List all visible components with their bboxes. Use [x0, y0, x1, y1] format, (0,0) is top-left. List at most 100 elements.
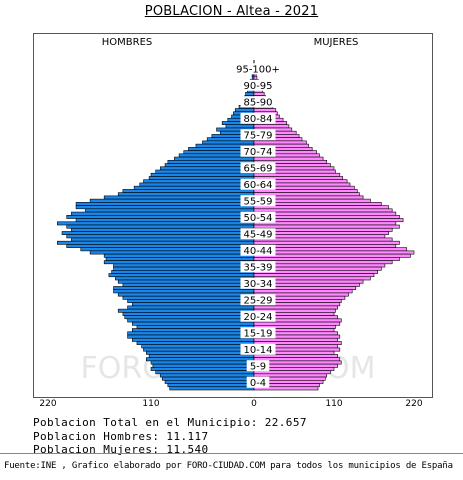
men-bar-age-55	[85, 208, 255, 213]
chart-frame	[33, 33, 433, 398]
age-label-bg	[240, 195, 276, 207]
women-bar-age-55	[253, 208, 393, 213]
age-group-label: 95-100+	[236, 64, 280, 75]
men-bar-age-50	[66, 224, 255, 229]
men-bar-age-31	[113, 286, 255, 291]
men-bar-age-4	[160, 373, 255, 378]
men-bar-age-18	[131, 328, 255, 333]
men-bar-age-15	[131, 337, 255, 342]
age-group-label: 15-19	[243, 328, 272, 339]
men-bar-age-91	[245, 92, 255, 96]
age-label-bg	[240, 277, 276, 289]
men-bar-age-42	[89, 250, 255, 255]
men-bar-age-22	[124, 315, 255, 320]
age-group-label: 5-9	[250, 361, 266, 372]
age-label-bg	[240, 343, 276, 355]
men-bar-age-45	[57, 240, 255, 245]
men-bar-age-41	[103, 253, 255, 258]
age-label-bg	[240, 244, 276, 256]
age-group-label: 80-84	[243, 114, 272, 125]
men-bar-age-49	[71, 227, 255, 232]
men-bar-age-86	[234, 108, 255, 113]
men-bar-age-48	[61, 231, 255, 236]
men-bar-age-54	[71, 211, 255, 216]
men-bar-age-20	[131, 321, 255, 326]
age-label-bg	[246, 376, 270, 388]
women-bar-age-4	[253, 373, 328, 378]
age-label-bg	[240, 79, 276, 91]
age-group-label: 90-95	[243, 81, 272, 92]
women-bar-age-50	[253, 224, 400, 229]
age-group-label: 25-29	[243, 295, 272, 306]
men-bar-age-11	[146, 350, 255, 355]
women-bar-age-45	[253, 240, 400, 245]
age-group-label: 45-49	[243, 229, 272, 240]
age-label-bg	[246, 360, 270, 372]
x-tick-label: 220	[405, 399, 422, 409]
men-bar-age-51	[57, 221, 255, 226]
men-bar-age-37	[113, 266, 255, 271]
men-bar-age-14	[136, 341, 255, 346]
men-bar-age-28	[122, 295, 255, 300]
stat-men: Poblacion Hombres: 11.117	[33, 430, 209, 443]
age-group-label: 35-39	[243, 262, 272, 273]
source-note: Fuente:INE , Grafico elaborado por FORO-…	[4, 461, 453, 471]
age-label-bg	[240, 211, 276, 223]
men-bar-age-81	[225, 124, 255, 129]
men-bar-age-33	[117, 279, 255, 284]
men-bar-age-76	[202, 140, 255, 145]
age-group-label: 85-90	[243, 97, 272, 108]
men-bar-age-56	[75, 205, 255, 210]
age-group-label: 55-59	[243, 196, 272, 207]
men-bar-age-30	[113, 289, 255, 294]
age-label-bg	[240, 228, 276, 240]
men-bar-age-25	[127, 305, 255, 310]
women-bar-age-91	[253, 92, 265, 96]
men-bar-age-26	[131, 302, 255, 307]
men-bar-age-34	[115, 276, 255, 281]
men-bar-age-32	[122, 282, 255, 287]
men-bar-age-5	[155, 370, 255, 375]
x-tick-label: 220	[39, 399, 56, 409]
age-group-label: 50-54	[243, 213, 272, 224]
men-bar-age-35	[108, 273, 255, 278]
age-label-bg	[240, 112, 276, 124]
men-bar-age-63	[139, 182, 255, 187]
age-group-label: 0-4	[250, 378, 266, 389]
stat-total: Poblacion Total en el Municipio: 22.657	[33, 416, 307, 429]
age-label-bg	[240, 178, 276, 190]
men-bar-age-24	[117, 308, 255, 313]
age-group-label: 70-74	[243, 147, 272, 158]
age-group-label: 75-79	[243, 130, 272, 141]
men-bar-age-29	[117, 292, 255, 297]
age-label-bg	[240, 310, 276, 322]
men-bar-age-40	[105, 257, 255, 261]
men-bar-age-39	[103, 260, 255, 265]
men-bar-age-53	[66, 214, 255, 219]
women-bar-age-35	[253, 273, 375, 278]
x-tick-label: 0	[251, 399, 257, 409]
men-header: HOMBRES	[102, 37, 153, 48]
women-bar-age-0	[253, 386, 319, 391]
women-bar-age-96	[253, 75, 258, 80]
men-bar-age-19	[136, 324, 255, 329]
men-bar-age-47	[66, 234, 255, 239]
women-bar-age-25	[253, 305, 338, 310]
age-group-label: 20-24	[243, 312, 272, 323]
age-group-label: 30-34	[243, 279, 272, 290]
men-bar-age-60	[117, 192, 255, 197]
men-bar-age-67	[155, 169, 255, 174]
men-bar-age-13	[141, 344, 255, 349]
men-bar-age-1	[167, 383, 255, 388]
men-bar-age-65	[148, 176, 255, 181]
women-bar-age-40	[253, 257, 400, 261]
men-bar-age-52	[75, 218, 255, 223]
x-tick-label: 110	[325, 399, 342, 409]
men-bar-age-6	[150, 367, 255, 371]
x-tick-label: 110	[142, 399, 159, 409]
men-bar-age-62	[133, 185, 255, 190]
women-bar-age-30	[253, 289, 353, 294]
stat-women: Poblacion Mujeres: 11.540	[33, 443, 209, 456]
men-bar-age-17	[127, 331, 255, 336]
men-bar-age-46	[71, 237, 255, 242]
